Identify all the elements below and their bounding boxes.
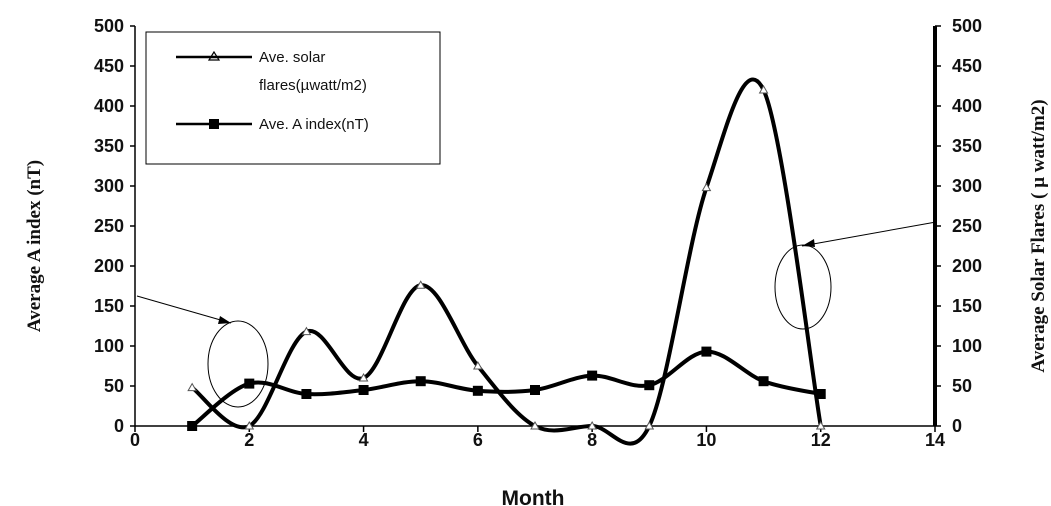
right-y-tick-label: 250 xyxy=(952,216,982,236)
x-tick-label: 6 xyxy=(473,430,483,450)
legend-marker-square xyxy=(209,119,219,129)
data-point-a-index xyxy=(472,385,483,396)
right-y-tick-label: 300 xyxy=(952,176,982,196)
data-point-solar-flares xyxy=(644,420,655,430)
left-y-tick-label: 500 xyxy=(94,16,124,36)
data-point-solar-flares xyxy=(415,280,426,289)
data-point-a-index xyxy=(244,378,255,389)
data-point-solar-flares xyxy=(701,182,712,192)
right-y-tick-label: 500 xyxy=(952,16,982,36)
left-y-tick-label: 0 xyxy=(114,416,124,436)
left-y-tick-label: 250 xyxy=(94,216,124,236)
left-y-tick-label: 100 xyxy=(94,336,124,356)
x-tick-label: 8 xyxy=(587,430,597,450)
data-point-solar-flares xyxy=(815,420,826,430)
right-y-tick-label: 450 xyxy=(952,56,982,76)
legend: Ave. solar flares(µwatt/m2) Ave. A index… xyxy=(145,31,441,165)
data-point-a-index xyxy=(644,380,655,391)
annotation-arrowhead-right xyxy=(802,239,815,247)
data-point-solar-flares xyxy=(301,326,312,336)
annotation-arrowhead-left xyxy=(218,316,231,324)
right-y-tick-label: 200 xyxy=(952,256,982,276)
data-point-a-index xyxy=(587,370,598,381)
right-y-tick-label: 50 xyxy=(952,376,972,396)
left-y-tick-label: 350 xyxy=(94,136,124,156)
annotation-ellipse-left xyxy=(207,320,269,408)
annotation-arrow-left xyxy=(136,295,232,324)
legend-label-aindex: Ave. A index(nT) xyxy=(259,116,369,133)
data-point-solar-flares xyxy=(472,360,483,370)
right-y-tick-label: 150 xyxy=(952,296,982,316)
left-y-tick-label: 200 xyxy=(94,256,124,276)
data-point-a-index xyxy=(815,389,826,399)
data-point-a-index xyxy=(530,385,540,395)
right-y-tick-label: 0 xyxy=(952,416,962,436)
x-tick-label: 10 xyxy=(696,430,716,450)
left-y-tick-label: 50 xyxy=(104,376,124,396)
left-y-tick-label: 150 xyxy=(94,296,124,316)
x-tick-label: 12 xyxy=(811,430,831,450)
data-point-solar-flares xyxy=(244,420,255,430)
x-axis: 0 2 4 6 8 10 12 14 xyxy=(130,426,945,450)
data-point-a-index xyxy=(415,376,426,387)
right-y-axis: 0 50 100 150 200 250 300 350 400 450 500 xyxy=(935,16,982,436)
data-point-a-index xyxy=(358,385,369,395)
series-line-a-index xyxy=(190,349,823,428)
right-y-tick-label: 100 xyxy=(952,336,982,356)
x-tick-label: 4 xyxy=(359,430,369,450)
data-point-a-index xyxy=(758,376,769,387)
legend-marker-triangle xyxy=(207,50,221,61)
data-point-solar-flares xyxy=(187,382,198,392)
annotation-ellipse-right xyxy=(774,244,832,330)
data-point-solar-flares xyxy=(358,372,369,382)
left-y-tick-label: 400 xyxy=(94,96,124,116)
x-axis-title: Month xyxy=(502,487,565,506)
data-point-solar-flares xyxy=(530,420,540,430)
left-y-axis: 0 50 100 150 200 250 300 350 400 450 500 xyxy=(94,16,135,436)
data-point-a-index xyxy=(701,346,712,357)
data-point-solar-flares xyxy=(587,420,598,430)
data-point-a-index xyxy=(187,421,198,431)
legend-label-flares-line1: Ave. solar xyxy=(259,49,325,66)
annotation-arrow-right xyxy=(801,221,937,247)
legend-label-flares-line2: flares(µwatt/m2) xyxy=(259,77,367,94)
data-point-a-index xyxy=(301,389,312,399)
legend-box xyxy=(145,31,441,165)
left-y-tick-label: 450 xyxy=(94,56,124,76)
right-y-axis-title: Average Solar Flares ( µ watt/m2) xyxy=(1028,99,1049,372)
left-y-axis-title: Average A index (nT) xyxy=(24,160,45,332)
x-tick-label: 2 xyxy=(244,430,254,450)
x-tick-label: 0 xyxy=(130,430,140,450)
left-y-tick-label: 300 xyxy=(94,176,124,196)
right-y-tick-label: 400 xyxy=(952,96,982,116)
data-point-solar-flares xyxy=(758,84,769,94)
series-layer xyxy=(187,77,826,446)
annotations xyxy=(136,221,937,408)
x-tick-label: 14 xyxy=(925,430,945,450)
right-y-tick-label: 350 xyxy=(952,136,982,156)
